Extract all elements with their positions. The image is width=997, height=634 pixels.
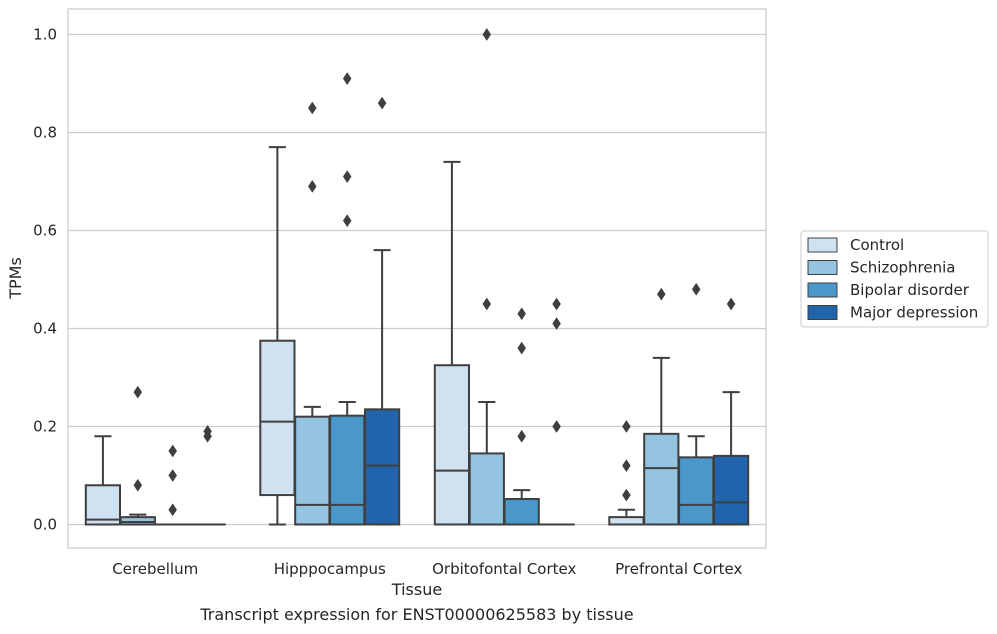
box-control xyxy=(608,420,645,526)
box-major-depression xyxy=(712,297,750,526)
outlier-point xyxy=(622,459,631,473)
outlier-point xyxy=(656,287,666,301)
outlier-point xyxy=(552,420,561,433)
outlier-point xyxy=(552,297,561,311)
box-control xyxy=(259,146,296,526)
legend-swatch xyxy=(807,260,838,275)
box-control xyxy=(433,160,471,526)
legend: Control Schizophrenia Bipolar disorder Majo… xyxy=(800,230,989,328)
y-axis-label: TPMs xyxy=(6,257,25,300)
y-tick-label: 0.8 xyxy=(33,123,57,141)
outlier-point xyxy=(482,28,492,41)
box-body xyxy=(259,339,296,497)
x-tick-label: Hipppocampus xyxy=(274,560,386,578)
box-body xyxy=(678,456,715,526)
outlier-point xyxy=(726,297,736,311)
outlier-point xyxy=(168,469,178,482)
x-tick-label: Orbitofontal Cortex xyxy=(432,560,576,578)
outlier-point xyxy=(622,420,631,433)
outlier-point xyxy=(342,72,352,86)
outlier-point xyxy=(482,297,492,311)
outlier-point xyxy=(622,488,631,502)
box-major-depression xyxy=(538,297,575,526)
box-plot-marks xyxy=(84,28,750,526)
outlier-point xyxy=(552,317,561,331)
box-body xyxy=(712,454,750,526)
legend-frame xyxy=(800,230,989,328)
outlier-point xyxy=(307,101,317,115)
box-bipolar-disorder xyxy=(329,72,366,526)
box-body xyxy=(363,408,401,526)
outlier-point xyxy=(342,214,352,228)
outlier-point xyxy=(307,179,317,193)
plot-frame xyxy=(67,8,767,549)
y-tick-label: 0.6 xyxy=(33,221,57,239)
box-schizophrenia xyxy=(119,385,156,526)
box-bipolar-disorder xyxy=(503,307,540,526)
outlier-point xyxy=(133,478,143,492)
box-body xyxy=(643,432,680,526)
y-tick-label: 0.2 xyxy=(33,417,57,435)
y-tick-label: 1.0 xyxy=(33,25,57,43)
outlier-point xyxy=(517,307,527,321)
box-schizophrenia xyxy=(468,28,505,526)
box-body xyxy=(433,364,471,526)
box-body xyxy=(503,498,540,526)
box-bipolar-disorder xyxy=(154,444,191,526)
box-body xyxy=(294,415,331,526)
box-body xyxy=(119,516,156,526)
box-body xyxy=(329,414,366,526)
box-body xyxy=(84,484,122,526)
x-tick-label: Prefrontal Cortex xyxy=(615,560,742,578)
box-body xyxy=(608,516,645,526)
y-tick-labels: 0.0 0.2 0.4 0.6 0.8 1.0 xyxy=(33,25,57,533)
outlier-point xyxy=(342,170,352,184)
legend-label: Control xyxy=(850,236,904,254)
legend-swatch xyxy=(807,305,838,320)
outlier-point xyxy=(377,96,387,110)
x-tick-label: Cerebellum xyxy=(112,560,198,578)
box-body xyxy=(468,452,505,526)
box-major-depression xyxy=(189,424,226,526)
box-control xyxy=(84,435,122,526)
x-tick-labels: Cerebellum Hipppocampus Orbitofontal Corte… xyxy=(112,560,742,578)
legend-swatch xyxy=(807,237,838,253)
outlier-point xyxy=(517,429,527,443)
legend-label: Bipolar disorder xyxy=(850,281,970,299)
outlier-point xyxy=(133,385,143,399)
y-tick-label: 0.0 xyxy=(33,515,57,533)
outlier-point xyxy=(203,424,212,438)
x-axis-label: Tissue xyxy=(391,580,442,599)
y-tick-label: 0.4 xyxy=(33,319,57,337)
box-schizophrenia xyxy=(643,287,680,526)
outlier-point xyxy=(168,444,178,458)
chart-caption: Transcript expression for ENST0000062558… xyxy=(200,605,634,624)
legend-label: Major depression xyxy=(850,304,978,322)
box-major-depression xyxy=(363,96,401,526)
legend-label: Schizophrenia xyxy=(850,259,955,277)
box-bipolar-disorder xyxy=(678,282,715,526)
legend-swatch xyxy=(807,282,838,298)
outlier-point xyxy=(168,503,178,517)
outlier-point xyxy=(691,282,701,296)
box-schizophrenia xyxy=(294,101,331,526)
outlier-point xyxy=(517,341,527,355)
